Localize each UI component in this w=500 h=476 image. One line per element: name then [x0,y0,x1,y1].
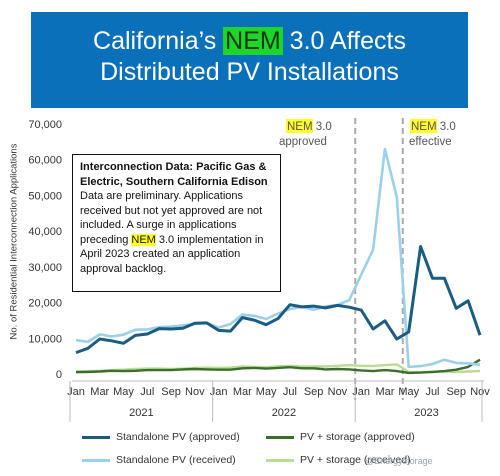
legend-swatch [266,435,294,439]
y-tick-label: 60,000 [28,155,62,167]
x-tick-label: Jan [210,386,228,398]
y-tick-label: 10,000 [28,333,62,345]
effective-annotation-line-1: NEM 3.0 [411,121,456,133]
legend-item-standalone-approved: Standalone PV (approved) [82,431,240,443]
x-tick-label: Mar [375,386,394,398]
event-annotations: NEM 3.0 approved NEM 3.0 effective [279,119,456,148]
x-tick-label: Mar [90,386,109,398]
note-body-end: 3.0 implementation in April 2023 created… [80,233,264,275]
x-tick-label: Sep [446,386,466,398]
note-body-text: Data are preliminary. Applications recei… [80,190,263,246]
series-line-standalone-approved [75,245,482,355]
y-tick-label: 30,000 [28,262,62,274]
watermark: @Energystorage [365,456,433,466]
data-note-box: Interconnection Data: Pacific Gas & Elec… [72,154,281,292]
x-tick-label: May [256,386,277,398]
series-line-standalone-received [75,147,481,369]
approved-version: 3.0 [313,121,332,133]
x-axis: Jan Mar May Jul Sep Nov Jan Mar May Jul Sep Nov Jan M… [67,380,490,422]
note-body: Data are preliminary. Applications recei… [80,190,263,275]
x-tick-label: Nov [185,386,205,398]
title-line-1: California’s NEM 3.0 Affects [31,26,468,57]
x-tick-label: Jan [67,386,85,398]
x-tick-label: Jan [352,386,370,398]
series-lines [75,147,482,375]
y-ticks: 0 10,000 20,000 30,000 40,000 50,000 60,000 70,… [28,119,62,381]
approved-annotation-line-1: NEM 3.0 [287,121,332,133]
note-highlight: NEM [131,233,156,246]
x-tick-label: May [398,386,419,398]
note-title: Interconnection Data: Pacific Gas & Elec… [80,161,268,188]
title-text-end: 3.0 Affects [282,27,406,55]
title-banner: California’s NEM 3.0 Affects Distributed… [31,12,468,108]
year-label: 2022 [272,407,296,419]
legend-item-standalone-received: Standalone PV (received) [82,454,236,466]
legend-item-storage-approved: PV + storage (approved) [266,431,415,443]
title-text: California’s [93,27,224,55]
year-label: 2023 [414,407,438,419]
approved-annotation-line-2: approved [279,136,327,148]
title-line-2: Distributed PV Installations [100,58,399,86]
annotation-highlight [286,119,313,133]
x-tick-label: Jul [140,386,154,398]
legend-label: PV + storage (approved) [300,431,415,443]
event-lines [354,118,404,400]
legend-label: Standalone PV (approved) [116,431,240,443]
legend-label: Standalone PV (received) [116,454,236,466]
y-tick-label: 20,000 [28,298,62,310]
title-highlight: NEM [223,27,283,55]
y-tick-label: 70,000 [28,119,62,131]
y-tick-label: 40,000 [28,226,62,238]
legend-swatch [82,435,110,439]
x-tick-label: Sep [304,386,324,398]
legend-swatch [266,458,294,462]
x-tick-label: Jul [425,386,439,398]
x-tick-label: Sep [161,386,181,398]
x-tick-label: Mar [233,386,252,398]
x-tick-label: Nov [328,386,348,398]
x-tick-label: Jul [283,386,297,398]
series-line-storage-approved [75,358,481,375]
y-tick-label: 50,000 [28,190,62,202]
annotation-highlight [410,119,437,133]
legend-item-storage-received: PV + storage (received) [266,454,411,466]
effective-highlight: NEM [411,121,437,133]
legend-swatch [82,458,110,462]
effective-annotation-line-2: effective [409,136,452,148]
year-label: 2021 [129,407,153,419]
effective-version: 3.0 [437,121,456,133]
x-tick-label: Nov [470,386,490,398]
approved-highlight: NEM [287,121,313,133]
x-tick-label: May [113,386,134,398]
legend-label: PV + storage (received) [300,454,411,466]
y-tick-label: 0 [56,369,62,381]
